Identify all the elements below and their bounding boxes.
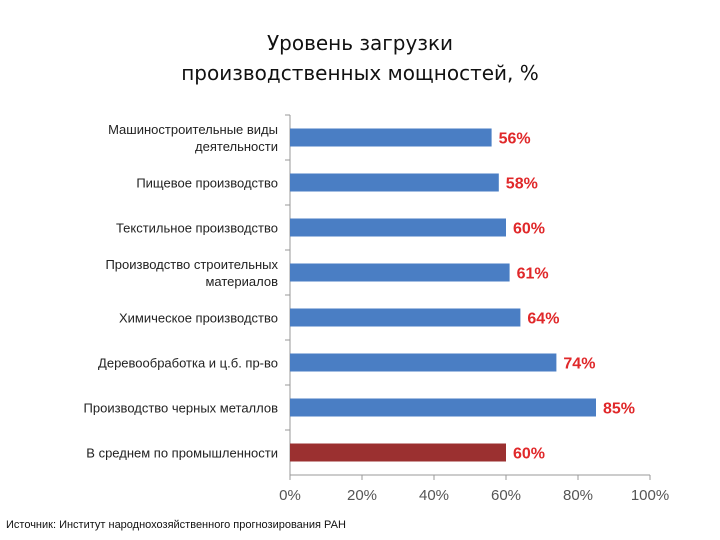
category-label: Химическое производство — [119, 311, 278, 326]
bar — [290, 443, 506, 462]
bar — [290, 128, 492, 147]
category-label-line: Пищевое производство — [136, 176, 278, 191]
chart-title-line-1: Уровень загрузки — [266, 31, 454, 55]
value-label: 74% — [563, 356, 595, 373]
x-tick-label: 100% — [631, 487, 669, 504]
category-label: Деревообработка и ц.б. пр-во — [98, 356, 278, 371]
category-label-line: Химическое производство — [119, 311, 278, 326]
source-note: Источник: Институт народнохозяйственного… — [6, 519, 346, 531]
value-label: 64% — [527, 311, 559, 328]
value-label: 85% — [603, 401, 635, 418]
category-label-line: Производство черных металлов — [84, 401, 279, 416]
category-label-line: В среднем по промышленности — [86, 446, 278, 461]
value-label: 58% — [506, 176, 538, 193]
category-label: Машиностроительные виды деятельности — [108, 122, 278, 154]
category-label: Производство черных металлов — [84, 401, 279, 416]
x-tick-label: 20% — [347, 487, 377, 504]
value-label: 61% — [517, 266, 549, 283]
category-label-line: Текстильное производство — [116, 221, 278, 236]
category-label: Производство строительных материалов — [105, 257, 278, 289]
x-tick-label: 0% — [279, 487, 301, 504]
category-label: Пищевое производство — [136, 176, 278, 191]
bar — [290, 263, 510, 282]
category-label: В среднем по промышленности — [86, 446, 278, 461]
category-label-line: материалов — [205, 274, 278, 289]
bar — [290, 173, 499, 192]
category-label: Текстильное производство — [116, 221, 278, 236]
x-tick-label: 60% — [491, 487, 521, 504]
bar — [290, 353, 557, 372]
bar — [290, 308, 521, 327]
category-label-line: Машиностроительные виды — [108, 122, 278, 137]
category-label-line: Производство строительных — [105, 257, 278, 272]
x-tick-label: 80% — [563, 487, 593, 504]
value-label: 56% — [499, 131, 531, 148]
bar — [290, 218, 506, 237]
value-label: 60% — [513, 446, 545, 463]
x-tick-label: 40% — [419, 487, 449, 504]
value-label: 60% — [513, 221, 545, 238]
bar — [290, 398, 596, 417]
category-label-line: деятельности — [195, 139, 278, 154]
chart-title-line-2: производственных мощностей, % — [181, 61, 539, 85]
category-label-line: Деревообработка и ц.б. пр-во — [98, 356, 278, 371]
